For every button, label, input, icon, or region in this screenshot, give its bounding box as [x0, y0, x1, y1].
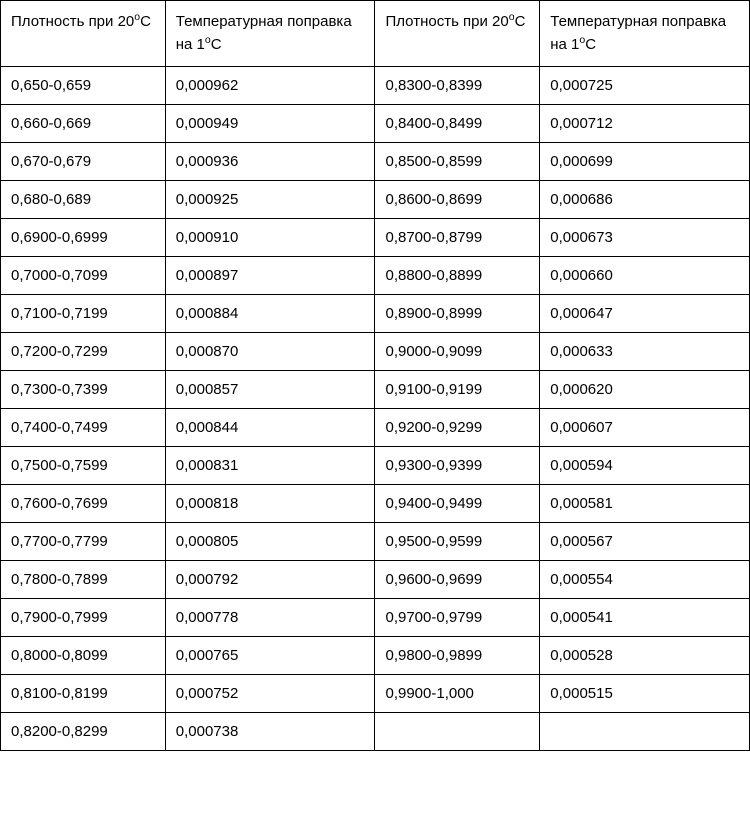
table-cell: 0,6900-0,6999	[1, 219, 166, 257]
table-cell: 0,000554	[540, 561, 750, 599]
table-row: 0,7100-0,71990,0008840,8900-0,89990,0006…	[1, 295, 750, 333]
table-cell: 0,000752	[165, 675, 375, 713]
table-cell: 0,8600-0,8699	[375, 181, 540, 219]
table-cell: 0,000857	[165, 371, 375, 409]
table-row: 0,7300-0,73990,0008570,9100-0,91990,0006…	[1, 371, 750, 409]
table-row: 0,680-0,6890,0009250,8600-0,86990,000686	[1, 181, 750, 219]
table-cell: 0,8500-0,8599	[375, 143, 540, 181]
table-row: 0,8100-0,81990,0007520,9900-1,0000,00051…	[1, 675, 750, 713]
table-cell: 0,9000-0,9099	[375, 333, 540, 371]
table-cell: 0,000699	[540, 143, 750, 181]
table-cell: 0,000541	[540, 599, 750, 637]
table-cell: 0,000594	[540, 447, 750, 485]
table-cell: 0,000660	[540, 257, 750, 295]
table-head: Плотность при 20оС Температурная поправк…	[1, 1, 750, 67]
table-cell: 0,000765	[165, 637, 375, 675]
table-cell: 0,9100-0,9199	[375, 371, 540, 409]
table-cell: 0,8000-0,8099	[1, 637, 166, 675]
table-cell: 0,000633	[540, 333, 750, 371]
table-cell: 0,000647	[540, 295, 750, 333]
table-cell: 0,8800-0,8899	[375, 257, 540, 295]
table-container: Плотность при 20оС Температурная поправк…	[0, 0, 750, 751]
table-cell: 0,000910	[165, 219, 375, 257]
density-correction-table: Плотность при 20оС Температурная поправк…	[0, 0, 750, 751]
table-cell: 0,000620	[540, 371, 750, 409]
table-cell: 0,670-0,679	[1, 143, 166, 181]
table-cell: 0,000884	[165, 295, 375, 333]
table-cell: 0,8700-0,8799	[375, 219, 540, 257]
table-cell: 0,9800-0,9899	[375, 637, 540, 675]
table-row: 0,670-0,6790,0009360,8500-0,85990,000699	[1, 143, 750, 181]
table-cell: 0,000607	[540, 409, 750, 447]
table-row: 0,8000-0,80990,0007650,9800-0,98990,0005…	[1, 637, 750, 675]
table-cell: 0,9600-0,9699	[375, 561, 540, 599]
table-cell: 0,660-0,669	[1, 105, 166, 143]
table-cell: 0,000936	[165, 143, 375, 181]
table-cell: 0,000897	[165, 257, 375, 295]
table-row: 0,7800-0,78990,0007920,9600-0,96990,0005…	[1, 561, 750, 599]
table-cell: 0,000738	[165, 713, 375, 751]
table-row: 0,7700-0,77990,0008050,9500-0,95990,0005…	[1, 523, 750, 561]
table-cell: 0,000778	[165, 599, 375, 637]
header-correction-2: Температурная поправка на 1оС	[540, 1, 750, 67]
table-cell: 0,000712	[540, 105, 750, 143]
table-cell: 0,000528	[540, 637, 750, 675]
table-cell: 0,9200-0,9299	[375, 409, 540, 447]
table-cell: 0,9300-0,9399	[375, 447, 540, 485]
table-cell: 0,7900-0,7999	[1, 599, 166, 637]
table-row: 0,6900-0,69990,0009100,8700-0,87990,0006…	[1, 219, 750, 257]
table-cell: 0,7400-0,7499	[1, 409, 166, 447]
table-cell: 0,8400-0,8499	[375, 105, 540, 143]
table-cell: 0,7100-0,7199	[1, 295, 166, 333]
table-cell: 0,7000-0,7099	[1, 257, 166, 295]
table-cell: 0,8200-0,8299	[1, 713, 166, 751]
table-cell: 0,9400-0,9499	[375, 485, 540, 523]
table-cell: 0,8300-0,8399	[375, 67, 540, 105]
table-row: 0,7600-0,76990,0008180,9400-0,94990,0005…	[1, 485, 750, 523]
table-cell: 0,8900-0,8999	[375, 295, 540, 333]
header-density-1: Плотность при 20оС	[1, 1, 166, 67]
table-cell: 0,7700-0,7799	[1, 523, 166, 561]
table-row: 0,7000-0,70990,0008970,8800-0,88990,0006…	[1, 257, 750, 295]
table-cell: 0,000844	[165, 409, 375, 447]
table-row: 0,650-0,6590,0009620,8300-0,83990,000725	[1, 67, 750, 105]
table-row: 0,7500-0,75990,0008310,9300-0,93990,0005…	[1, 447, 750, 485]
table-row: 0,7400-0,74990,0008440,9200-0,92990,0006…	[1, 409, 750, 447]
table-cell: 0,000949	[165, 105, 375, 143]
table-cell: 0,7300-0,7399	[1, 371, 166, 409]
table-cell: 0,000581	[540, 485, 750, 523]
table-cell: 0,9900-1,000	[375, 675, 540, 713]
table-body: 0,650-0,6590,0009620,8300-0,83990,000725…	[1, 67, 750, 751]
table-cell: 0,000818	[165, 485, 375, 523]
table-cell	[540, 713, 750, 751]
table-header-row: Плотность при 20оС Температурная поправк…	[1, 1, 750, 67]
table-cell: 0,9700-0,9799	[375, 599, 540, 637]
table-cell: 0,7600-0,7699	[1, 485, 166, 523]
table-cell: 0,680-0,689	[1, 181, 166, 219]
table-cell: 0,9500-0,9599	[375, 523, 540, 561]
table-cell: 0,7200-0,7299	[1, 333, 166, 371]
table-row: 0,7900-0,79990,0007780,9700-0,97990,0005…	[1, 599, 750, 637]
table-cell: 0,7800-0,7899	[1, 561, 166, 599]
table-cell: 0,650-0,659	[1, 67, 166, 105]
table-cell: 0,000673	[540, 219, 750, 257]
header-correction-1: Температурная поправка на 1оС	[165, 1, 375, 67]
table-cell: 0,000805	[165, 523, 375, 561]
table-cell: 0,000831	[165, 447, 375, 485]
table-cell: 0,000962	[165, 67, 375, 105]
table-cell: 0,000686	[540, 181, 750, 219]
table-cell: 0,7500-0,7599	[1, 447, 166, 485]
table-cell: 0,000567	[540, 523, 750, 561]
table-row: 0,8200-0,82990,000738	[1, 713, 750, 751]
header-density-2: Плотность при 20оС	[375, 1, 540, 67]
table-cell: 0,000725	[540, 67, 750, 105]
table-cell: 0,000792	[165, 561, 375, 599]
table-cell: 0,000925	[165, 181, 375, 219]
table-row: 0,7200-0,72990,0008700,9000-0,90990,0006…	[1, 333, 750, 371]
table-cell: 0,000515	[540, 675, 750, 713]
table-cell: 0,8100-0,8199	[1, 675, 166, 713]
table-row: 0,660-0,6690,0009490,8400-0,84990,000712	[1, 105, 750, 143]
table-cell	[375, 713, 540, 751]
table-cell: 0,000870	[165, 333, 375, 371]
